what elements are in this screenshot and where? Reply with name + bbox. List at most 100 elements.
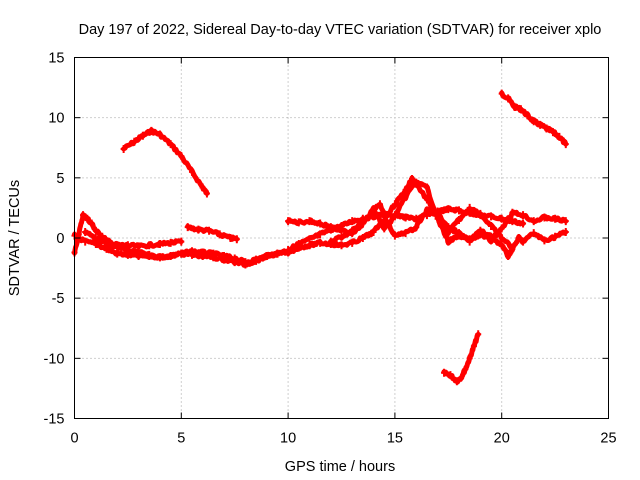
data-point bbox=[541, 236, 548, 245]
data-point bbox=[203, 189, 210, 198]
data-point bbox=[498, 224, 505, 233]
data-point bbox=[227, 234, 234, 242]
data-point bbox=[466, 237, 473, 246]
data-point bbox=[221, 255, 228, 264]
data-point bbox=[541, 213, 548, 222]
data-point bbox=[370, 227, 377, 236]
data-point bbox=[402, 229, 409, 238]
data-point bbox=[295, 243, 302, 252]
data-point bbox=[327, 223, 334, 232]
data-point bbox=[475, 330, 482, 339]
data-point bbox=[92, 234, 99, 242]
data-point bbox=[376, 200, 383, 209]
data-point bbox=[253, 256, 260, 265]
data-point bbox=[402, 213, 409, 222]
data-point bbox=[199, 252, 206, 261]
data-point bbox=[359, 234, 366, 242]
data-point bbox=[188, 250, 195, 259]
data-point bbox=[517, 105, 524, 114]
data-point bbox=[349, 217, 356, 226]
x-tick-label: 0 bbox=[70, 431, 78, 447]
data-point bbox=[114, 243, 121, 252]
data-point bbox=[178, 237, 185, 246]
data-point bbox=[455, 215, 462, 224]
data-point bbox=[453, 377, 460, 386]
y-tick-label: -15 bbox=[44, 412, 65, 428]
data-point bbox=[146, 250, 153, 259]
data-point bbox=[470, 342, 477, 351]
data-point bbox=[549, 128, 556, 137]
y-tick-label: 0 bbox=[56, 231, 64, 247]
data-point bbox=[381, 224, 388, 233]
data-point bbox=[524, 111, 531, 120]
data-point bbox=[408, 182, 415, 191]
data-point bbox=[445, 205, 452, 214]
data-point bbox=[156, 130, 163, 139]
axis-ticks: 0 5 10 15 20 25 -15 -10 -5 0 5 10 15 bbox=[44, 51, 617, 447]
grid bbox=[74, 57, 609, 419]
data-point bbox=[359, 218, 366, 227]
data-point bbox=[552, 232, 559, 241]
data-point bbox=[370, 206, 377, 215]
data-point bbox=[530, 217, 537, 226]
series-layer bbox=[71, 89, 569, 386]
data-point bbox=[263, 252, 270, 261]
data-point bbox=[509, 208, 516, 217]
data-point bbox=[216, 230, 223, 239]
data-point bbox=[391, 231, 398, 240]
data-point bbox=[509, 244, 516, 253]
data-point bbox=[231, 258, 238, 267]
data-point bbox=[413, 178, 420, 187]
data-point bbox=[498, 214, 505, 223]
data-point bbox=[445, 237, 452, 246]
data-point bbox=[178, 249, 185, 258]
data-point bbox=[233, 235, 240, 244]
data-point bbox=[498, 89, 505, 98]
data-point bbox=[562, 217, 569, 226]
data-point bbox=[505, 252, 512, 261]
y-tick-label: 10 bbox=[48, 111, 64, 127]
data-point bbox=[441, 368, 448, 377]
data-point bbox=[402, 193, 409, 202]
data-point bbox=[317, 230, 324, 239]
data-point bbox=[447, 371, 454, 380]
data-point bbox=[458, 373, 465, 382]
x-tick-label: 15 bbox=[387, 431, 403, 447]
data-point bbox=[498, 241, 505, 250]
data-point bbox=[317, 238, 324, 247]
data-point bbox=[206, 226, 213, 235]
data-point bbox=[520, 219, 527, 228]
chart-title: Day 197 of 2022, Sidereal Day-to-day VTE… bbox=[79, 22, 602, 38]
data-point bbox=[466, 203, 473, 212]
data-point bbox=[274, 249, 281, 258]
data-point bbox=[477, 209, 484, 218]
data-point bbox=[552, 214, 559, 223]
data-point bbox=[530, 229, 537, 238]
data-point bbox=[184, 223, 191, 232]
data-point bbox=[135, 248, 142, 257]
x-axis-label: GPS time / hours bbox=[285, 459, 395, 475]
y-tick-label: -5 bbox=[52, 291, 65, 307]
data-point bbox=[317, 219, 324, 228]
y-axis-label: SDTVAR / TECUs bbox=[7, 180, 23, 296]
data-point bbox=[423, 183, 430, 192]
data-point bbox=[391, 200, 398, 209]
data-point bbox=[103, 240, 110, 249]
data-point bbox=[242, 260, 249, 269]
data-point bbox=[92, 226, 99, 235]
y-tick-label: -10 bbox=[44, 351, 65, 367]
data-point bbox=[188, 167, 195, 176]
data-point bbox=[167, 238, 174, 247]
data-point bbox=[82, 237, 89, 246]
data-point bbox=[455, 229, 462, 238]
data-point bbox=[167, 140, 174, 149]
data-point bbox=[148, 126, 155, 135]
data-point bbox=[455, 206, 462, 215]
data-point bbox=[413, 223, 420, 232]
data-point bbox=[511, 102, 518, 111]
data-point bbox=[434, 209, 441, 218]
data-point bbox=[543, 124, 550, 133]
data-point bbox=[84, 214, 91, 223]
data-point bbox=[349, 226, 356, 235]
data-point bbox=[199, 183, 206, 192]
